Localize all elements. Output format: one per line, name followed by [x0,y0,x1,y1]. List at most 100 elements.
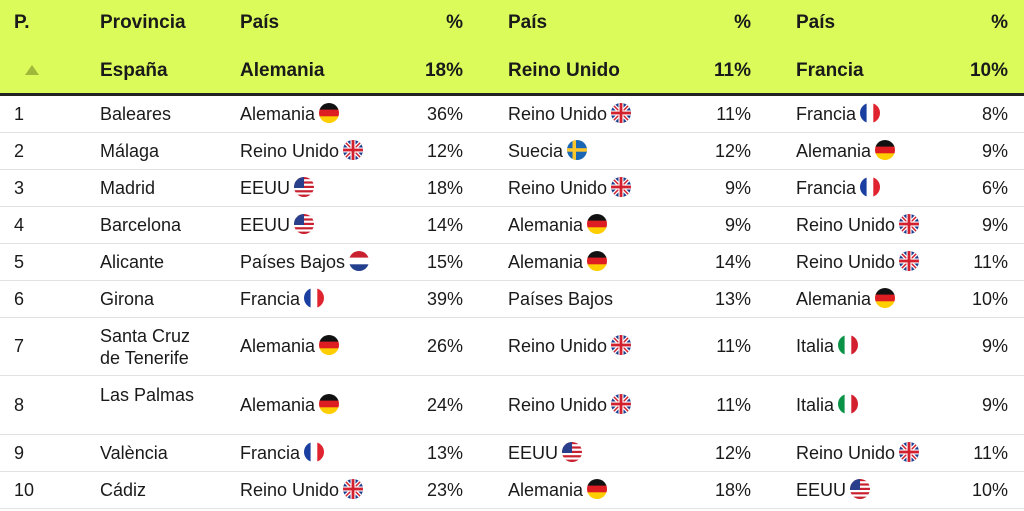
pct3-cell-text: 9% [981,141,1008,161]
pct1-cell-text: 12% [426,141,463,161]
total-country3: Francia [796,60,864,81]
country2-header[interactable]: País [508,12,548,33]
uk-flag-icon [611,177,632,197]
pct3-cell: 9% [950,214,1008,236]
country3-cell-text: Francia [796,104,857,124]
uk-flag-icon [343,140,364,160]
rank-cell: 5 [14,251,24,273]
rank-header[interactable]: P. [14,12,30,33]
table-row[interactable]: 1 Baleares Alemania 36% Reino Unido 11% Franci… [0,96,1024,133]
country3-cell: Alemania [796,140,896,162]
province-cell-text: Baleares [100,104,172,124]
pct3-cell-text: 9% [981,336,1008,356]
rank-cell-text: 7 [14,336,25,356]
country1-cell: Francia [240,288,325,310]
pct1-cell-text: 24% [426,395,463,415]
rank-cell-text: 6 [14,289,25,309]
country1-cell: EEUU [240,214,315,236]
rank-cell: 9 [14,442,24,464]
triangle-up-icon[interactable] [25,65,39,75]
country3-cell: Italia [796,335,859,357]
pct1-cell: 15% [400,251,463,273]
pct1-cell-text: 26% [426,336,463,356]
rank-cell-text: 10 [14,480,35,500]
rank-cell-text: 8 [14,395,25,415]
country3-cell: Italia [796,394,859,416]
rank-cell: 8 [14,394,24,416]
total-pct3: 10% [969,60,1008,81]
table-row[interactable]: 8 Las Palmas Alemania 24% Reino Unido 11% Ital… [0,376,1024,435]
pct2-header[interactable]: % [734,12,751,33]
france-flag-icon [860,177,881,197]
country1-cell-text: Francia [240,443,301,463]
pct1-cell-text: 23% [426,480,463,500]
country2-cell-text: Alemania [508,480,584,500]
pct3-cell: 8% [950,103,1008,125]
country2-cell: Suecia [508,140,588,162]
uk-flag-icon [343,479,364,499]
country2-cell: Países Bajos [508,288,613,310]
table-row[interactable]: 7 Santa Cruz de Tenerife Alemania 26% Reino … [0,318,1024,376]
province-cell: Barcelona [100,214,181,236]
country3-cell-text: Italia [796,395,835,415]
pct1-cell: 14% [400,214,463,236]
netherlands-flag-icon [349,251,370,271]
pct1-header[interactable]: % [446,12,463,33]
country2-cell: Alemania [508,479,608,501]
table-row[interactable]: 4 Barcelona EEUU 14% Alemania 9% Reino Unido 9% [0,207,1024,244]
table-row[interactable]: 9 València Francia 13% EEUU 12% Reino Unido 11% [0,435,1024,472]
province-cell-text: Alicante [100,252,165,272]
country3-cell: EEUU [796,479,871,501]
table-row[interactable]: 10 Cádiz Reino Unido 23% Alemania 18% EEUU 10% [0,472,1024,509]
table-row[interactable]: 3 Madrid EEUU 18% Reino Unido 9% Francia 6% [0,170,1024,207]
rank-cell: 4 [14,214,24,236]
country1-cell-text: Reino Unido [240,480,340,500]
table-header: P. Provincia País % País % País % España… [0,0,1024,96]
province-cell-text: Santa Cruz de Tenerife [100,326,191,368]
pct2-cell-text: 18% [714,480,751,500]
pct3-cell: 11% [950,251,1008,273]
germany-flag-icon [319,103,340,123]
uk-flag-icon [611,335,632,355]
province-cell-text: Girona [100,289,155,309]
rank-cell: 6 [14,288,24,310]
pct2-cell: 12% [690,442,751,464]
country3-header[interactable]: País [796,12,836,33]
province-cell-text: Las Palmas [100,385,195,405]
pct2-cell: 9% [690,177,751,199]
pct1-cell-text: 15% [426,252,463,272]
province-cell: Santa Cruz de Tenerife [100,325,210,369]
italy-flag-icon [838,335,859,355]
province-header[interactable]: Provincia [100,12,186,33]
pct2-cell-text: 14% [714,252,751,272]
country1-cell-text: Alemania [240,336,316,356]
country2-cell: Alemania [508,251,608,273]
country1-cell: Alemania [240,103,340,125]
rank-cell-text: 9 [14,443,25,463]
france-flag-icon [304,442,325,462]
pct1-cell: 24% [400,394,463,416]
pct2-cell: 11% [690,103,751,125]
country1-cell-text: Reino Unido [240,141,340,161]
country1-cell-text: Alemania [240,395,316,415]
pct2-cell: 13% [690,288,751,310]
province-cell: Las Palmas [100,384,210,406]
country2-cell: Reino Unido [508,103,632,125]
germany-flag-icon [587,214,608,234]
country2-cell-text: Reino Unido [508,104,608,124]
pct3-header[interactable]: % [991,12,1008,33]
country3-cell: Reino Unido [796,251,920,273]
country3-cell-text: Reino Unido [796,215,896,235]
country1-cell: Reino Unido [240,140,364,162]
table-row[interactable]: 2 Málaga Reino Unido 12% Suecia 12% Alemania 9% [0,133,1024,170]
france-flag-icon [304,288,325,308]
province-cell-text: Barcelona [100,215,182,235]
rank-cell: 3 [14,177,24,199]
pct2-cell: 18% [690,479,751,501]
table-row[interactable]: 6 Girona Francia 39% Países Bajos 13% Alemania… [0,281,1024,318]
pct3-cell-text: 11% [973,443,1008,463]
table-row[interactable]: 5 Alicante Países Bajos 15% Alemania 14% Reino… [0,244,1024,281]
country2-cell-text: Reino Unido [508,178,608,198]
pct2-cell: 12% [690,140,751,162]
country1-header[interactable]: País [240,12,280,33]
